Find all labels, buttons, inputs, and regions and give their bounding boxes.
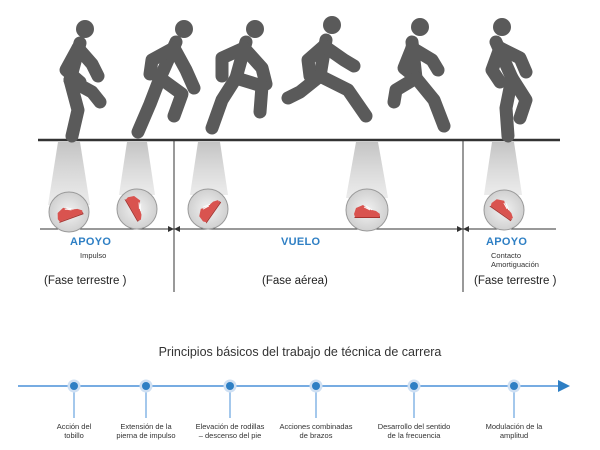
step-label: Acciones combinadas de brazos [279,422,353,440]
phase-1-detail: Impulso [80,251,107,260]
runner-figure-icon [59,20,107,143]
timeline-node-dot [70,382,78,390]
shoe-spot-3 [187,142,229,230]
shoe-spot-2 [116,142,158,230]
step-label: Elevación de rodillas – descenso del pie [195,422,265,440]
timeline-node-dot [510,382,518,390]
step-label: Extensión de la pierna de impulso [116,422,176,440]
shoe-spot-5 [483,142,525,231]
runner-figure-icon [131,20,201,139]
phase-3-fase: (Fase terrestre ) [474,275,557,287]
timeline-node-dot [410,382,418,390]
phase-1-title: APOYO [70,236,112,248]
runner-figure-icon [281,16,373,123]
timeline-node-dot [312,382,320,390]
phase-3-title: APOYO [486,236,528,248]
shoe-spot-4 [345,142,389,232]
shoe-spot-1 [48,142,90,233]
step-label: Desarrollo del sentido de la frecuencia [377,422,451,440]
phase-2-title: VUELO [281,236,321,248]
runner-figure-icon [387,18,451,133]
phase-3-detail-1: Contacto [491,251,522,260]
phase-3-detail-2: Amortiguación [491,260,539,269]
timeline-node-dot [142,382,150,390]
phase-range-line [40,226,556,232]
runner-figure-icon [485,18,533,143]
phase-1-fase: (Fase terrestre ) [44,275,127,287]
timeline-nodes [67,379,521,393]
phase-2-fase: (Fase aérea) [262,275,328,287]
runner-figure-icon [205,20,273,135]
timeline-node-dot [226,382,234,390]
principles-title: Principios básicos del trabajo de técnic… [158,345,442,359]
arrow-right-icon [558,380,570,392]
timeline-ticks [73,386,515,418]
step-label: Modulación de la amplitud [485,422,543,440]
step-label: Acción del tobillo [56,422,92,440]
